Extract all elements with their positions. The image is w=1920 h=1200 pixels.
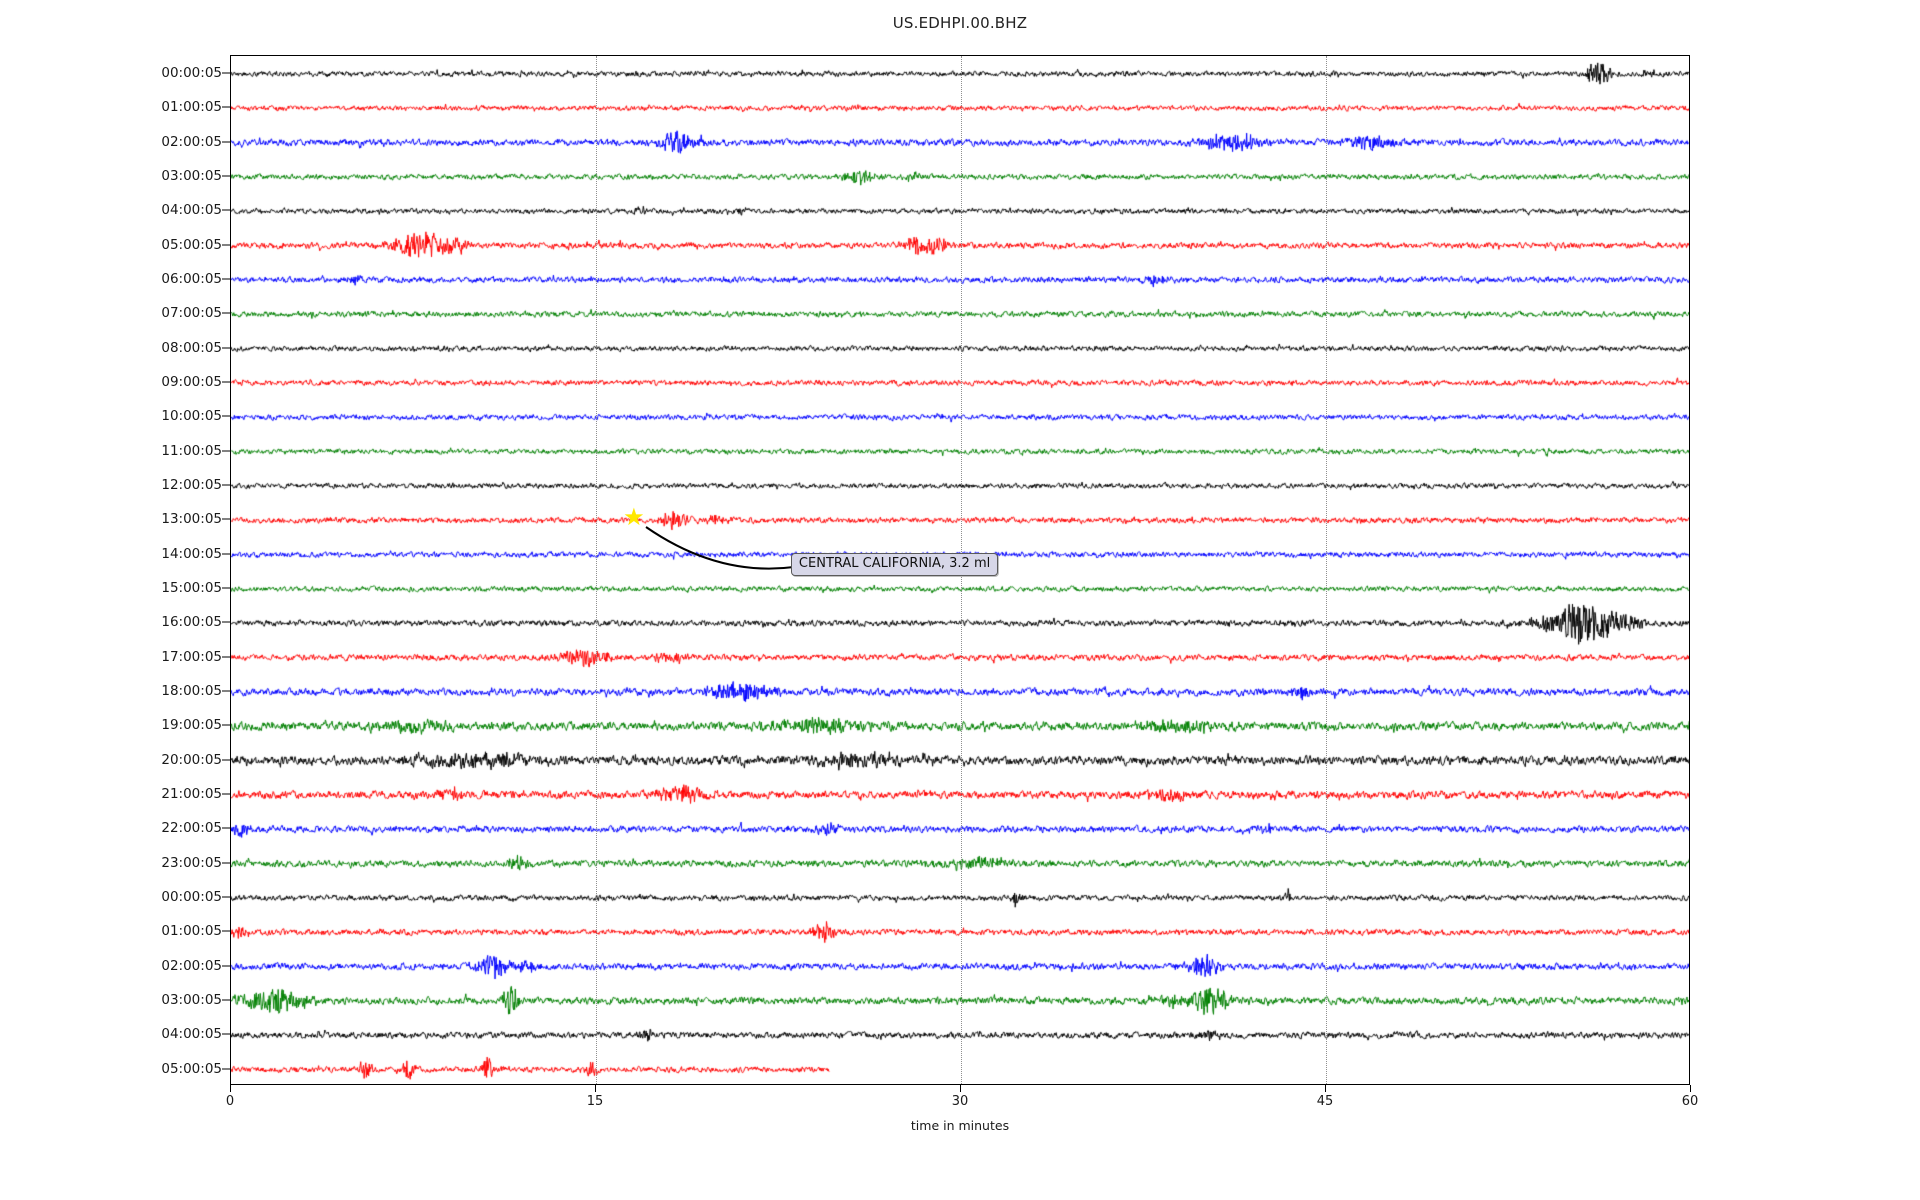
y-tick-label-0: 00:00:05 xyxy=(161,64,222,81)
y-tick-mark-12 xyxy=(222,484,230,486)
y-tick-label-15: 15:00:05 xyxy=(161,579,222,596)
y-tick-mark-5 xyxy=(222,244,230,246)
y-tick-label-18: 18:00:05 xyxy=(161,682,222,699)
y-tick-label-29: 05:00:05 xyxy=(161,1060,222,1077)
y-tick-label-17: 17:00:05 xyxy=(161,648,222,665)
y-tick-mark-0 xyxy=(222,72,230,74)
y-tick-mark-19 xyxy=(222,724,230,726)
y-tick-mark-1 xyxy=(222,106,230,108)
gridline-45 xyxy=(1326,56,1327,1084)
x-tick-mark-4 xyxy=(1690,1085,1691,1092)
y-tick-label-14: 14:00:05 xyxy=(161,545,222,562)
x-tick-label-2: 30 xyxy=(951,1094,969,1109)
y-tick-label-22: 22:00:05 xyxy=(161,820,222,837)
y-tick-label-16: 16:00:05 xyxy=(161,614,222,631)
y-tick-label-8: 08:00:05 xyxy=(161,339,222,356)
y-tick-label-7: 07:00:05 xyxy=(161,305,222,322)
y-tick-label-24: 00:00:05 xyxy=(161,888,222,905)
y-tick-mark-7 xyxy=(222,312,230,314)
seismogram-plot xyxy=(230,55,1690,1085)
y-tick-label-20: 20:00:05 xyxy=(161,751,222,768)
y-tick-mark-3 xyxy=(222,175,230,177)
x-tick-mark-3 xyxy=(1325,1085,1326,1092)
y-tick-label-6: 06:00:05 xyxy=(161,270,222,287)
y-tick-mark-18 xyxy=(222,690,230,692)
y-tick-mark-29 xyxy=(222,1068,230,1070)
y-tick-mark-17 xyxy=(222,656,230,658)
y-tick-mark-22 xyxy=(222,827,230,829)
x-tick-label-1: 15 xyxy=(586,1094,604,1109)
y-tick-mark-14 xyxy=(222,553,230,555)
y-tick-mark-27 xyxy=(222,999,230,1001)
y-tick-label-23: 23:00:05 xyxy=(161,854,222,871)
y-tick-label-26: 02:00:05 xyxy=(161,957,222,974)
y-tick-label-9: 09:00:05 xyxy=(161,373,222,390)
y-tick-mark-11 xyxy=(222,450,230,452)
y-tick-label-27: 03:00:05 xyxy=(161,991,222,1008)
y-tick-mark-21 xyxy=(222,793,230,795)
y-tick-label-10: 10:00:05 xyxy=(161,408,222,425)
y-tick-mark-28 xyxy=(222,1033,230,1035)
y-tick-label-11: 11:00:05 xyxy=(161,442,222,459)
x-tick-label-3: 45 xyxy=(1316,1094,1334,1109)
y-tick-mark-20 xyxy=(222,759,230,761)
y-tick-label-13: 13:00:05 xyxy=(161,511,222,528)
y-tick-mark-23 xyxy=(222,862,230,864)
y-tick-mark-6 xyxy=(222,278,230,280)
y-tick-mark-25 xyxy=(222,930,230,932)
x-tick-label-0: 0 xyxy=(225,1094,235,1109)
x-axis-title: time in minutes xyxy=(910,1118,1010,1133)
y-tick-label-21: 21:00:05 xyxy=(161,785,222,802)
y-tick-mark-4 xyxy=(222,209,230,211)
x-tick-mark-2 xyxy=(960,1085,961,1092)
y-tick-mark-2 xyxy=(222,141,230,143)
y-axis-hour-labels: 00:00:05 01:00:05 02:00:05 03:00:05 04:00:05… xyxy=(0,0,230,1200)
y-tick-mark-24 xyxy=(222,896,230,898)
x-tick-label-4: 60 xyxy=(1681,1094,1699,1109)
y-tick-mark-16 xyxy=(222,621,230,623)
y-tick-label-2: 02:00:05 xyxy=(161,133,222,150)
y-tick-label-4: 04:00:05 xyxy=(161,202,222,219)
y-tick-label-12: 12:00:05 xyxy=(161,476,222,493)
y-tick-mark-8 xyxy=(222,347,230,349)
y-tick-label-25: 01:00:05 xyxy=(161,923,222,940)
y-tick-mark-26 xyxy=(222,965,230,967)
gridline-15 xyxy=(596,56,597,1084)
earthquake-annotation[interactable]: CENTRAL CALIFORNIA, 3.2 ml xyxy=(790,553,999,576)
y-tick-label-1: 01:00:05 xyxy=(161,99,222,116)
y-tick-mark-10 xyxy=(222,415,230,417)
y-tick-label-3: 03:00:05 xyxy=(161,167,222,184)
x-tick-mark-1 xyxy=(595,1085,596,1092)
page-title: US.EDHPI.00.BHZ xyxy=(892,14,1028,32)
y-tick-mark-9 xyxy=(222,381,230,383)
y-tick-label-28: 04:00:05 xyxy=(161,1026,222,1043)
y-tick-mark-13 xyxy=(222,518,230,520)
y-tick-label-19: 19:00:05 xyxy=(161,717,222,734)
x-tick-mark-0 xyxy=(230,1085,231,1092)
y-tick-label-5: 05:00:05 xyxy=(161,236,222,253)
y-tick-mark-15 xyxy=(222,587,230,589)
